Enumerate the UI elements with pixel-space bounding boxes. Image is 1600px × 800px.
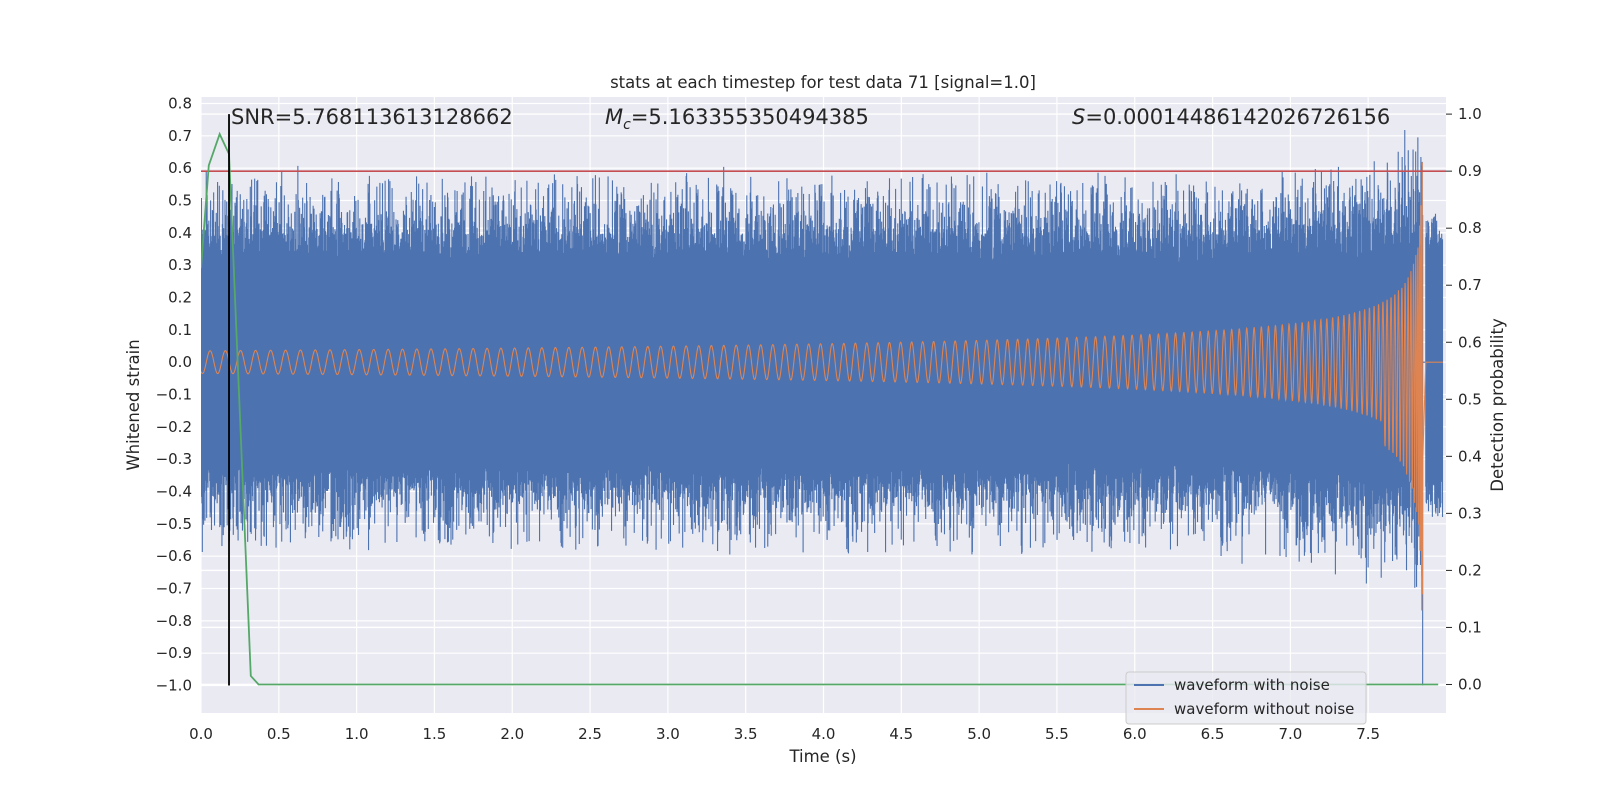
- chirp-mass-value: =5.163355350494385: [631, 105, 869, 129]
- x-tick-label: 0.5: [267, 725, 291, 743]
- y-right-tick-label: 0.5: [1458, 390, 1482, 408]
- y-tick-label: −0.2: [156, 418, 192, 436]
- x-tick-label: 4.5: [889, 725, 913, 743]
- s-annotation: S=0.00014486142026726156: [1072, 105, 1390, 129]
- x-tick-label: 7.5: [1356, 725, 1380, 743]
- legend: waveform with noise waveform without noi…: [1125, 671, 1367, 725]
- y-right-tick-label: 0.3: [1458, 504, 1482, 522]
- chirp-mass-subscript: c: [623, 117, 631, 133]
- y-tick-label: −0.3: [156, 450, 192, 468]
- x-tick-label: 6.0: [1123, 725, 1147, 743]
- x-tick-label: 6.5: [1201, 725, 1225, 743]
- y-tick-label: 0.5: [168, 191, 192, 209]
- y-tick-label: 0.6: [168, 159, 192, 177]
- s-value: =0.00014486142026726156: [1085, 105, 1390, 129]
- y-right-tick-label: 0.9: [1458, 162, 1482, 180]
- y-tick-label: 0.0: [168, 353, 192, 371]
- y-right-tick-label: 0.0: [1458, 675, 1482, 693]
- x-tick-label: 4.0: [812, 725, 836, 743]
- x-tick-label: 5.5: [1045, 725, 1069, 743]
- plot-area: [201, 114, 1446, 686]
- y-right-tick-label: 0.1: [1458, 618, 1482, 636]
- x-tick-label: 3.0: [656, 725, 680, 743]
- chart-title: stats at each timestep for test data 71 …: [610, 73, 1036, 92]
- x-tick-label: 1.5: [423, 725, 447, 743]
- y-right-tick-label: 0.6: [1458, 333, 1482, 351]
- x-tick-label: 7.0: [1278, 725, 1302, 743]
- chirp-mass-symbol: M: [605, 105, 623, 129]
- x-tick-label: 5.0: [967, 725, 991, 743]
- x-axis: 0.0 0.5 1.0 1.5 2.0 2.5 3.0 3.5 4.0 4.5 5.0 5.5 6.0 6…: [189, 725, 1380, 743]
- y-tick-label: −0.1: [156, 385, 192, 403]
- legend-label-waveform-without-noise: waveform without noise: [1174, 700, 1354, 718]
- y-tick-label: −0.8: [156, 612, 192, 630]
- snr-annotation: SNR=5.768113613128662: [231, 105, 513, 129]
- y-tick-label: −0.9: [156, 644, 192, 662]
- x-tick-label: 3.5: [734, 725, 758, 743]
- y-tick-label: 0.2: [168, 288, 192, 306]
- y-right-axis-label: Detection probability: [1488, 318, 1507, 492]
- series-line-waveform-without-noise: [201, 162, 1443, 611]
- y-right-tick-label: 0.7: [1458, 276, 1482, 294]
- y-right-tick-label: 0.2: [1458, 561, 1482, 579]
- y-tick-label: 0.7: [168, 127, 192, 145]
- y-axis-left: 0.8 0.7 0.6 0.5 0.4 0.3 0.2 0.1 0.0 −0.1 −0.2 −0.3 −…: [156, 94, 192, 694]
- y-right-tick-label: 1.0: [1458, 105, 1482, 123]
- chirp-mass-annotation: Mc=5.163355350494385: [605, 105, 869, 133]
- y-axis-right: 1.0 0.9 0.8 0.7 0.6 0.5 0.4 0.3 0.2 0.1 0.0: [1446, 105, 1482, 693]
- y-right-tick-label: 0.8: [1458, 219, 1482, 237]
- y-tick-label: −0.4: [156, 482, 192, 500]
- y-tick-label: 0.1: [168, 321, 192, 339]
- y-tick-label: −0.7: [156, 580, 192, 598]
- y-axis-label: Whitened strain: [124, 339, 143, 470]
- y-tick-label: −0.6: [156, 547, 192, 565]
- legend-label-waveform-with-noise: waveform with noise: [1174, 676, 1330, 694]
- x-tick-label: 0.0: [189, 725, 213, 743]
- x-tick-label: 2.0: [500, 725, 524, 743]
- x-axis-label: Time (s): [788, 747, 856, 766]
- y-tick-label: 0.3: [168, 256, 192, 274]
- legend-box: [1125, 671, 1367, 725]
- y-tick-label: 0.8: [168, 94, 192, 112]
- y-right-tick-label: 0.4: [1458, 447, 1482, 465]
- y-tick-label: −1.0: [156, 677, 192, 695]
- y-tick-label: −0.5: [156, 515, 192, 533]
- x-tick-label: 2.5: [578, 725, 602, 743]
- y-tick-label: 0.4: [168, 224, 192, 242]
- s-symbol: S: [1072, 105, 1085, 129]
- x-tick-label: 1.0: [345, 725, 369, 743]
